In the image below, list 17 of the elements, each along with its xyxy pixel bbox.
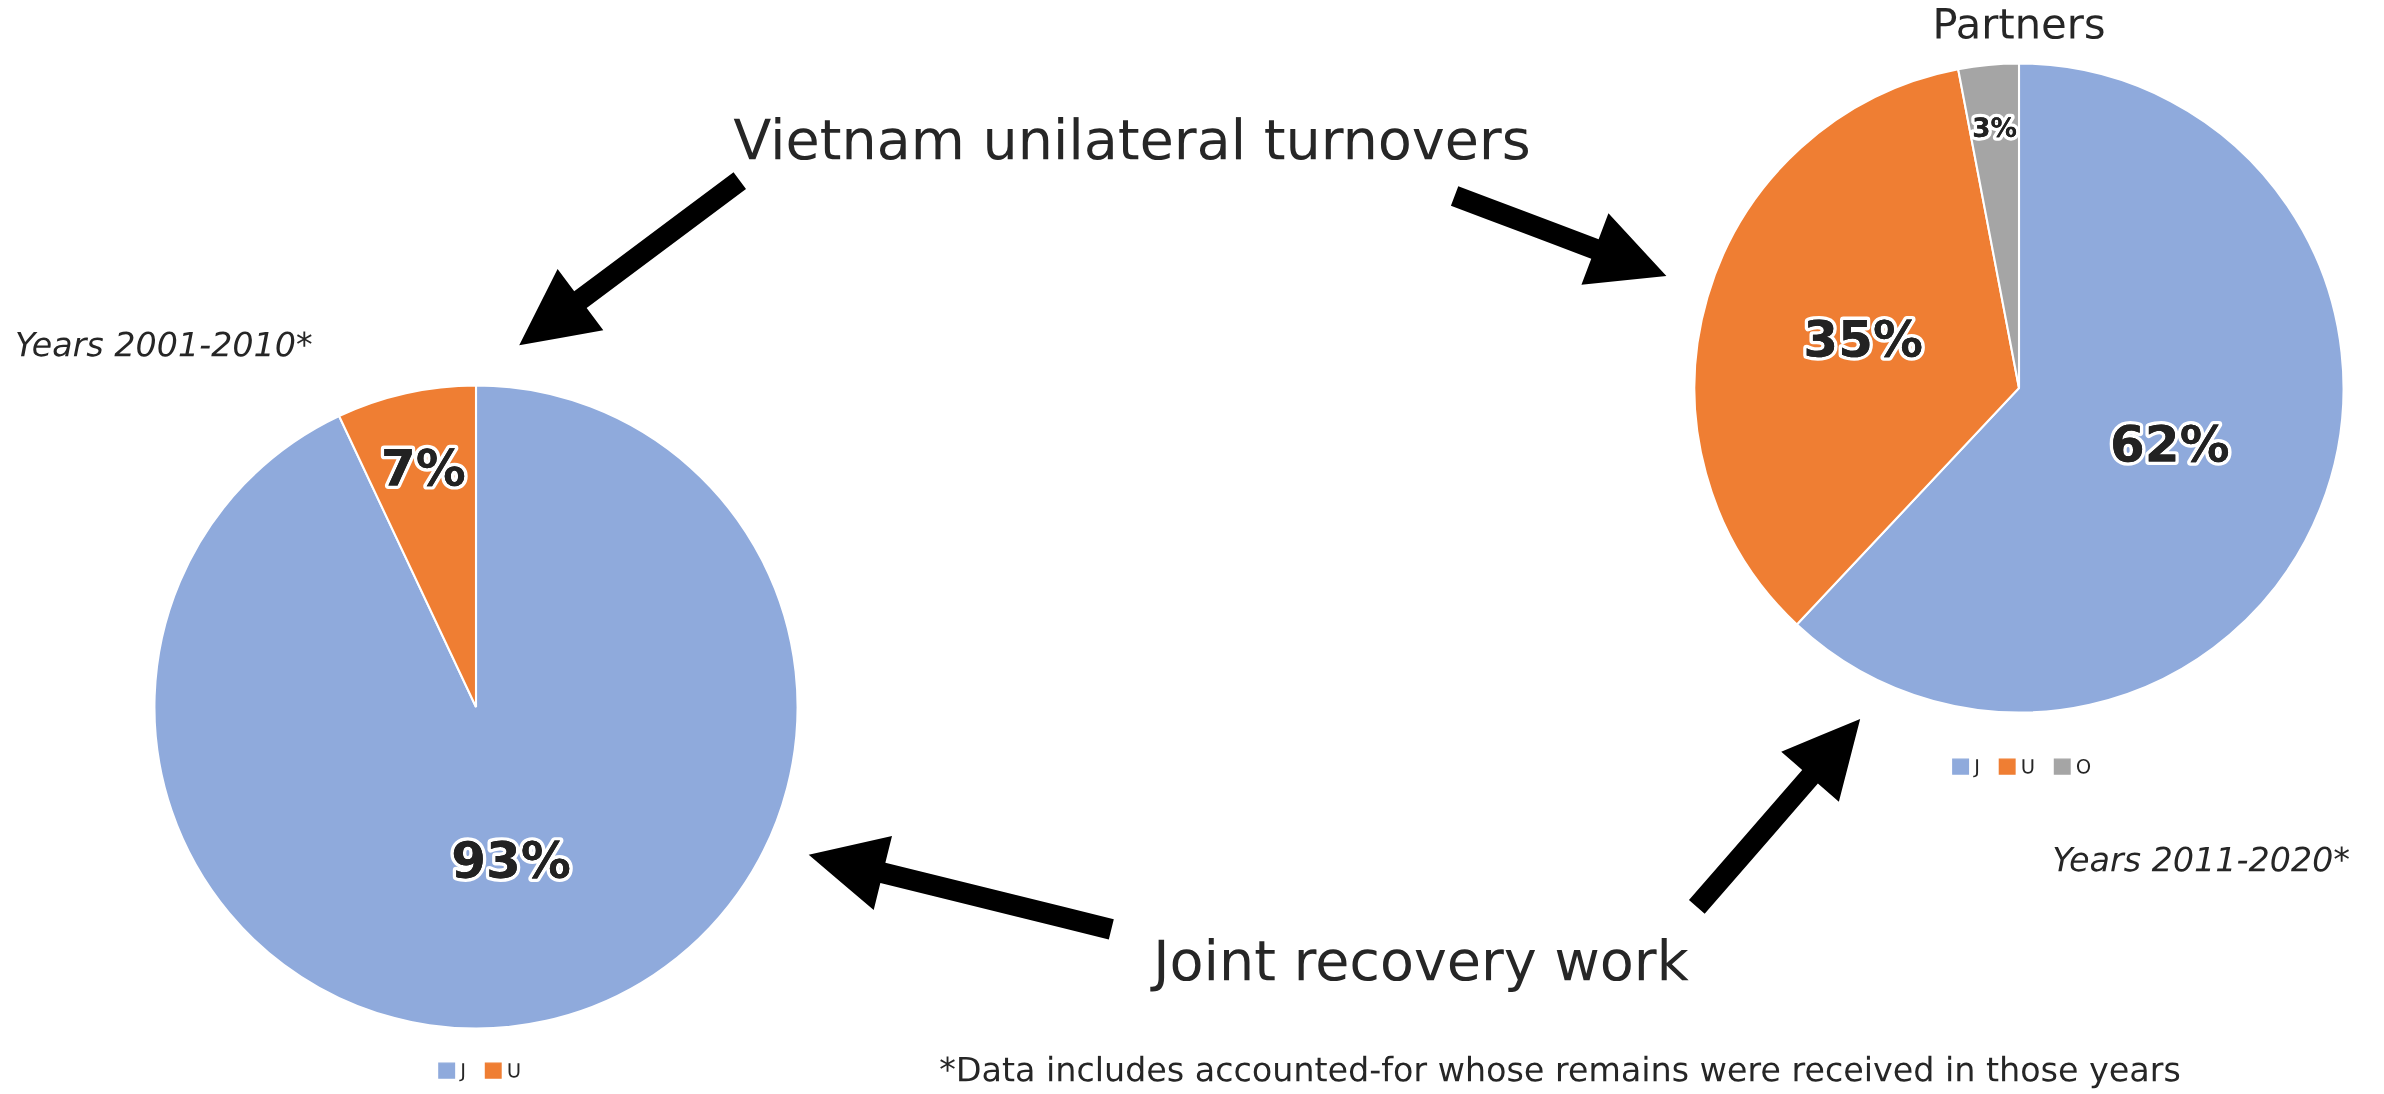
data-label: 62% — [2113, 424, 2229, 463]
data-label: 7% — [384, 448, 465, 487]
legend-label: U — [2022, 759, 2034, 774]
text: Years 2011-2020* — [2054, 846, 2350, 872]
pie-slice — [153, 384, 799, 1030]
text: *Data includes accounted-for whose remains were received in those years — [940, 1055, 2180, 1089]
chart-title: Years 2001-2010* — [17, 331, 312, 357]
legend-label: U — [508, 1063, 520, 1078]
legend-label: O — [2076, 758, 2091, 774]
text: Partners — [1936, 8, 2104, 40]
data-label: 93% — [453, 840, 570, 879]
text: Joint recovery work — [1150, 938, 1689, 992]
text: Vietnam unilateral turnovers — [733, 117, 1528, 161]
legend-label: J — [459, 1063, 465, 1082]
data-label: 3% — [1973, 117, 2017, 138]
legend-label: J — [1973, 759, 1979, 778]
data-label: 35% — [1806, 319, 1922, 358]
